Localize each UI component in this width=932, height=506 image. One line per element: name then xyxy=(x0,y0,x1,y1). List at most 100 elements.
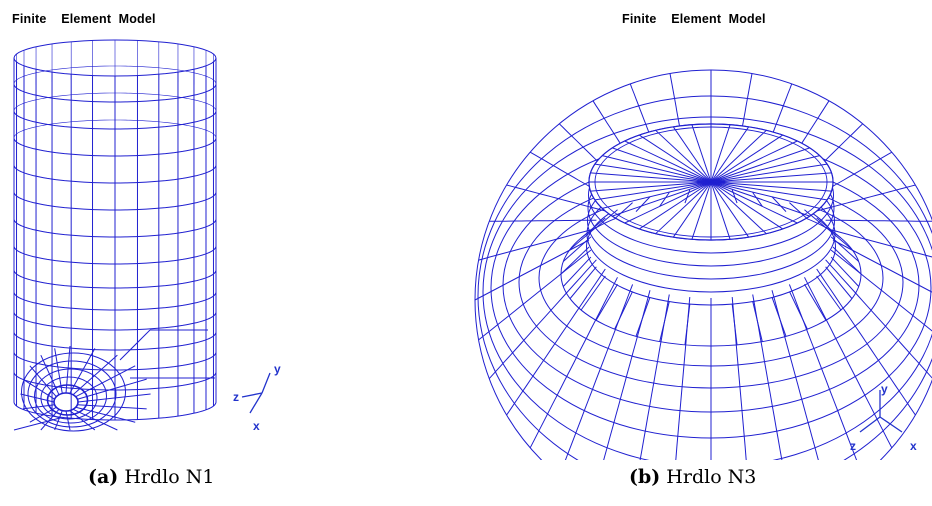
cap-spoke xyxy=(594,163,712,183)
cap-spoke xyxy=(710,155,820,183)
cap-spoke xyxy=(710,181,731,240)
cap-spoke xyxy=(710,181,767,235)
nozzle-spoke xyxy=(40,408,60,431)
cap-spoke xyxy=(639,134,712,183)
cap-spoke xyxy=(691,124,712,183)
cap-spoke xyxy=(612,147,712,183)
dome-meridian xyxy=(529,277,618,449)
dome-meridian xyxy=(639,294,670,460)
dome-meridian xyxy=(564,284,634,460)
transition-line xyxy=(119,329,151,361)
cap-spoke xyxy=(710,140,798,183)
axis-z-label: z xyxy=(233,390,239,404)
crown-line xyxy=(789,202,808,220)
crown-line xyxy=(595,209,618,229)
dome-meridian xyxy=(825,259,932,379)
crown-line xyxy=(825,226,853,250)
crown-line xyxy=(752,301,763,342)
cap-spoke xyxy=(710,163,828,183)
nozzle-ring xyxy=(53,392,79,412)
cap-spoke xyxy=(691,181,712,240)
crown-line xyxy=(684,189,691,204)
crown-line xyxy=(804,209,827,229)
nozzle-spoke xyxy=(29,365,57,398)
crown-line xyxy=(830,236,860,262)
dome-meridian xyxy=(816,184,916,212)
cap-spoke xyxy=(655,129,712,183)
nozzle-spoke xyxy=(77,378,147,400)
crown-line xyxy=(659,301,670,342)
nozzle-spoke xyxy=(22,404,55,410)
cap-spoke xyxy=(672,181,712,238)
nozzle-spoke xyxy=(54,348,63,394)
nozzle-spoke xyxy=(22,378,55,400)
nozzle-spoke xyxy=(20,393,55,403)
transition-line xyxy=(13,417,61,431)
caption-a: (a) Hrdlo N1 xyxy=(88,466,214,488)
cap-spoke xyxy=(672,126,712,183)
crown-line xyxy=(832,246,862,275)
crown-line xyxy=(595,284,618,321)
crown-line xyxy=(731,304,738,345)
axis-y-line xyxy=(261,372,271,394)
crown-line xyxy=(635,196,651,212)
dome-meridian xyxy=(830,229,932,258)
crown-line xyxy=(635,297,651,337)
axis-x-label: x xyxy=(253,419,260,433)
cap-spoke xyxy=(710,126,750,183)
axis-z-line xyxy=(859,416,881,433)
dome-meridian xyxy=(832,239,932,293)
cap-spoke xyxy=(710,181,820,209)
axis-triad: y z x xyxy=(233,362,281,433)
axis-y-label: y xyxy=(881,382,888,396)
dome-meridian xyxy=(752,294,783,460)
cap-spoke xyxy=(710,181,828,201)
cap-spoke xyxy=(602,155,712,183)
nozzle-spoke xyxy=(77,393,151,403)
cap-spoke xyxy=(590,181,712,192)
nozzle-ring xyxy=(27,360,117,428)
nozzle-spoke xyxy=(65,410,71,431)
nozzle-spoke xyxy=(72,408,118,431)
crown-line xyxy=(580,275,606,311)
nozzle-spoke xyxy=(72,354,118,396)
nozzle-spoke xyxy=(69,410,96,431)
cap-spoke xyxy=(710,181,832,192)
cap-spoke xyxy=(710,181,783,230)
caption-b: (b) Hrdlo N3 xyxy=(629,466,756,488)
crown-line xyxy=(560,246,590,275)
axis-x-line xyxy=(879,416,903,433)
nozzle-spoke xyxy=(54,410,63,431)
caption-label: (a) xyxy=(88,466,119,488)
cap-ring xyxy=(594,126,828,238)
crown-line xyxy=(752,192,763,207)
nozzle-spoke xyxy=(75,365,136,398)
crown-line xyxy=(569,226,597,250)
crown-line xyxy=(830,256,860,287)
nozzle-ring xyxy=(40,376,98,420)
axis-z-line xyxy=(241,392,263,398)
axis-triad: y z x xyxy=(850,382,917,453)
caption-text: Hrdlo N1 xyxy=(118,466,215,488)
nozzle-ring xyxy=(34,368,107,424)
dome-meridian xyxy=(816,268,916,416)
crown-line xyxy=(614,202,633,220)
dome-meridian xyxy=(478,229,592,261)
crown-line xyxy=(816,217,842,239)
crown-line xyxy=(580,217,606,239)
dome-meridian xyxy=(489,219,597,222)
dome-meridian xyxy=(506,184,606,212)
cap-spoke xyxy=(639,181,712,230)
nozzle-spoke xyxy=(69,348,96,394)
crown-line xyxy=(614,291,634,330)
mesh-cylinder-nozzle: y z x xyxy=(13,39,281,433)
crown-line xyxy=(816,275,842,311)
crown-line xyxy=(771,297,787,337)
panel-hrdlo-n3: Finite Element Model y z x (b) Hrdlo N3 xyxy=(466,0,932,506)
dome-meridian xyxy=(788,284,858,460)
crown-line xyxy=(562,236,592,262)
cap-spoke xyxy=(590,172,712,183)
cap-spoke xyxy=(624,181,712,224)
cap-spoke xyxy=(710,134,783,183)
nozzle-spoke xyxy=(75,406,136,423)
